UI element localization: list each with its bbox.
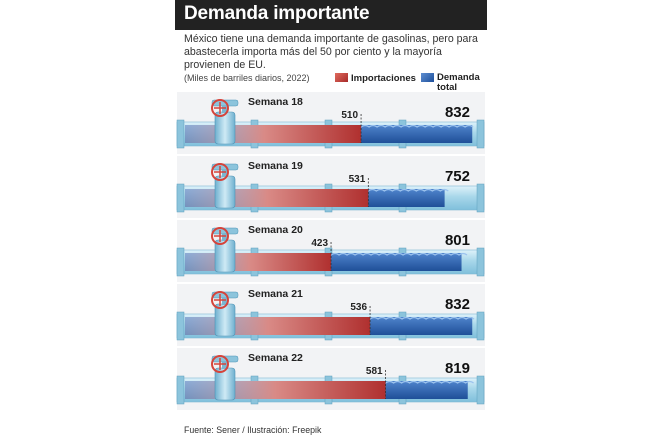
legend-demand: Demanda total: [421, 72, 480, 93]
valve-icon: [211, 163, 239, 209]
imports-value-label: 510: [341, 110, 358, 121]
demand-wave: [330, 252, 468, 256]
legend-imports: Importaciones: [335, 73, 416, 84]
chart-title: Demanda importante: [184, 3, 370, 24]
valve-handwheel: [211, 355, 229, 373]
pipe-joint: [176, 119, 185, 149]
pipe-joint: [476, 183, 485, 213]
pipe-joint: [476, 311, 485, 341]
valve-icon: [211, 227, 239, 273]
week-label: Semana 20: [248, 224, 303, 236]
imports-bar: [185, 253, 332, 271]
demand-value-label: 752: [445, 168, 470, 185]
week-label: Semana 22: [248, 352, 303, 364]
valve-stem: [222, 105, 228, 113]
demand-wave: [367, 188, 449, 192]
valve-icon: [211, 291, 239, 337]
imports-value-label: 531: [349, 174, 366, 185]
chart-subtitle: México tiene una demanda importante de g…: [184, 33, 478, 71]
pipeline-row: Semana 20 423 801: [176, 220, 485, 282]
pipeline-row: Semana 18 510 832: [176, 92, 485, 154]
pipeline-chart: Semana 18 510 832 Semana 19 531 752 Semana 20 4…: [176, 92, 485, 410]
sources-note: Fuente: Sener / Ilustración: Freepik: [184, 425, 322, 435]
valve-handwheel: [211, 163, 229, 181]
valve-body: [214, 239, 236, 273]
valve-body: [214, 175, 236, 209]
imports-bar: [185, 189, 369, 207]
legend-demand-swatch: [421, 73, 434, 82]
pipe-joint: [476, 375, 485, 405]
valve-icon: [211, 355, 239, 401]
valve-stem: [222, 169, 228, 177]
valve-handwheel: [211, 227, 229, 245]
units-note: (Miles de barriles diarios, 2022): [184, 73, 310, 83]
valve-body: [214, 303, 236, 337]
demand-wave: [369, 316, 475, 320]
demand-wave: [385, 380, 474, 384]
pipe-joint: [176, 183, 185, 213]
valve-handwheel: [211, 99, 229, 117]
imports-value-label: 423: [311, 238, 328, 249]
legend-imports-swatch: [335, 73, 348, 82]
demand-value-label: 819: [445, 360, 470, 377]
demand-wave: [360, 124, 474, 128]
demand-value-label: 832: [445, 104, 470, 121]
title-bar: Demanda importante: [175, 0, 487, 30]
week-label: Semana 18: [248, 96, 303, 108]
legend-demand-label: Demanda total: [437, 72, 480, 93]
pipeline-row: Semana 19 531 752: [176, 156, 485, 218]
valve-body: [214, 111, 236, 145]
infographic-card: Demanda importante México tiene una dema…: [175, 0, 487, 440]
demand-value-label: 801: [445, 232, 470, 249]
pipe-joint: [176, 247, 185, 277]
imports-value-label: 581: [366, 366, 383, 377]
pipe-joint: [476, 247, 485, 277]
imports-bar: [185, 317, 371, 335]
pipe-joint: [476, 119, 485, 149]
pipeline-row: Semana 21 536 832: [176, 284, 485, 346]
week-label: Semana 21: [248, 288, 303, 300]
valve-stem: [222, 297, 228, 305]
valve-icon: [211, 99, 239, 145]
pipeline-row: Semana 22 581 819: [176, 348, 485, 410]
pipe-joint: [176, 311, 185, 341]
imports-bar: [185, 125, 362, 143]
valve-body: [214, 367, 236, 401]
demand-value-label: 832: [445, 296, 470, 313]
valve-stem: [222, 361, 228, 369]
valve-stem: [222, 233, 228, 241]
imports-value-label: 536: [350, 302, 367, 313]
valve-handwheel: [211, 291, 229, 309]
week-label: Semana 19: [248, 160, 303, 172]
pipe-joint: [176, 375, 185, 405]
legend-imports-label: Importaciones: [351, 73, 416, 84]
